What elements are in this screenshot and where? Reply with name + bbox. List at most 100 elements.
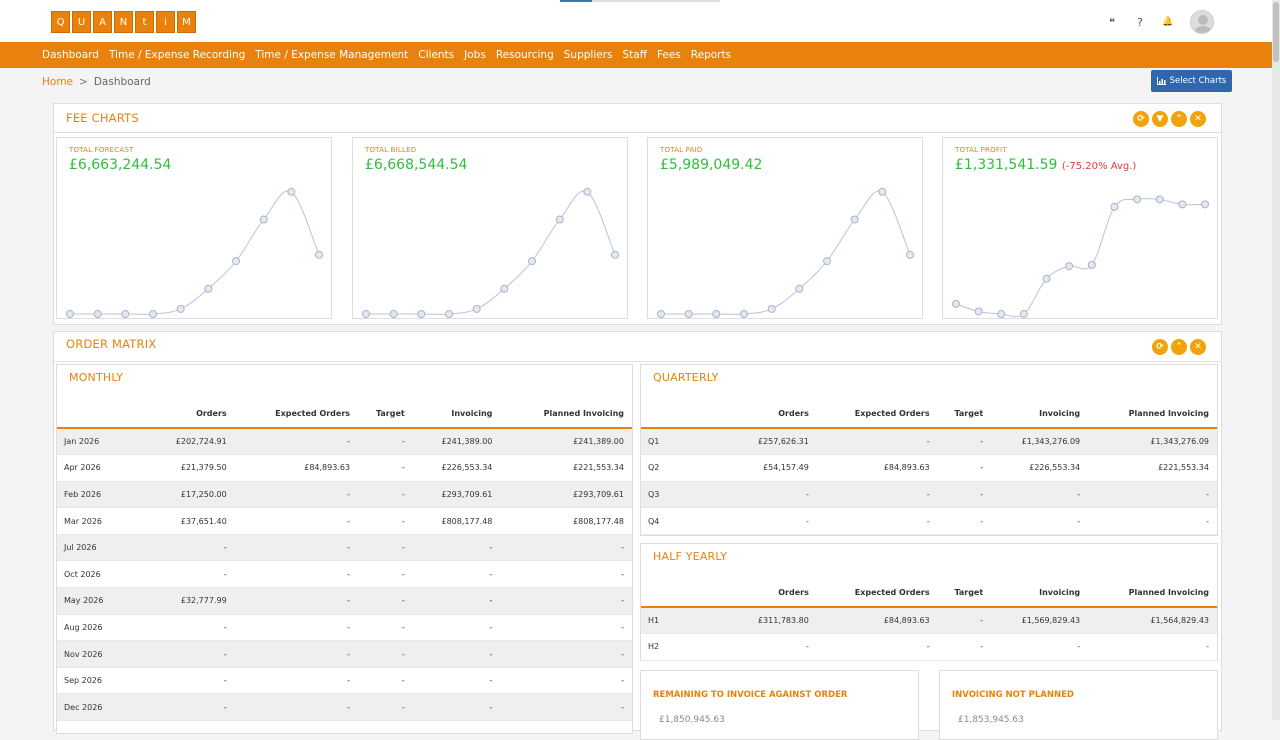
nav-item-dashboard[interactable]: Dashboard <box>42 49 99 61</box>
data-point[interactable] <box>315 250 323 259</box>
column-header[interactable]: Invoicing <box>1039 588 1081 597</box>
column-header[interactable]: Target <box>375 409 405 418</box>
column-header[interactable] <box>641 390 731 428</box>
data-point[interactable] <box>232 257 240 266</box>
table-row[interactable]: Q4 - - - - - <box>641 508 1217 535</box>
data-point[interactable] <box>445 310 453 318</box>
data-point[interactable] <box>952 299 960 308</box>
data-point[interactable] <box>66 310 74 318</box>
data-point[interactable] <box>583 187 592 196</box>
data-point[interactable] <box>1133 195 1142 204</box>
refresh-icon[interactable]: ⟳ <box>1152 339 1168 355</box>
close-icon[interactable]: ✕ <box>1190 111 1206 127</box>
refresh-icon[interactable]: ⟳ <box>1133 111 1149 127</box>
data-point[interactable] <box>906 250 914 259</box>
filter-icon[interactable]: ▼ <box>1152 111 1168 127</box>
data-point[interactable] <box>500 284 509 293</box>
data-point[interactable] <box>1042 274 1051 283</box>
column-header[interactable]: Orders <box>778 588 809 597</box>
data-point[interactable] <box>795 284 804 293</box>
nav-item-time-expense-management[interactable]: Time / Expense Management <box>255 49 409 61</box>
data-point[interactable] <box>878 187 887 196</box>
data-point[interactable] <box>850 215 859 224</box>
table-row[interactable]: H1 £311,783.80 £84,893.63 - £1,569,829.43 £1,… <box>641 607 1217 634</box>
data-point[interactable] <box>472 304 481 313</box>
table-row[interactable]: Dec 2026 - - - - - <box>57 693 632 721</box>
data-point[interactable] <box>823 257 831 266</box>
data-point[interactable] <box>176 304 185 313</box>
data-point[interactable] <box>1201 200 1209 209</box>
data-point[interactable] <box>657 310 665 318</box>
table-row[interactable]: Apr 2026 £21,379.50 £84,893.63 - £226,553.34… <box>57 455 632 482</box>
data-point[interactable] <box>555 215 564 224</box>
data-point[interactable] <box>362 310 370 318</box>
column-header[interactable]: Expected Orders <box>854 409 930 418</box>
nav-item-fees[interactable]: Fees <box>656 49 681 61</box>
nav-item-clients[interactable]: Clients <box>418 49 455 61</box>
nav-item-resourcing[interactable]: Resourcing <box>495 49 554 61</box>
help-icon[interactable]: ? <box>1137 15 1143 29</box>
collapse-icon[interactable]: ⌃ <box>1171 111 1187 127</box>
data-point[interactable] <box>1087 260 1096 269</box>
quote-icon[interactable]: ❝ <box>1109 15 1115 29</box>
page-scrollbar[interactable] <box>1272 0 1280 720</box>
column-header[interactable]: Orders <box>778 409 809 418</box>
breadcrumb-home[interactable]: Home <box>42 76 74 88</box>
nav-item-staff[interactable]: Staff <box>622 49 647 61</box>
column-header[interactable]: Expected Orders <box>854 588 930 597</box>
column-header[interactable]: Planned Invoicing <box>1128 588 1209 597</box>
data-point[interactable] <box>1110 202 1119 211</box>
data-point[interactable] <box>93 310 102 318</box>
select-charts-button[interactable]: Select Charts <box>1151 70 1232 92</box>
column-header[interactable]: Invoicing <box>451 409 493 418</box>
nav-item-jobs[interactable]: Jobs <box>464 49 486 61</box>
data-point[interactable] <box>740 310 748 318</box>
data-point[interactable] <box>1178 200 1187 209</box>
nav-item-reports[interactable]: Reports <box>690 49 732 61</box>
table-row[interactable]: Aug 2026 - - - - - <box>57 614 632 641</box>
column-header[interactable]: Planned Invoicing <box>1128 409 1209 418</box>
collapse-icon[interactable]: ⌃ <box>1171 339 1187 355</box>
table-row[interactable]: H2 - - - - - <box>641 634 1217 661</box>
close-icon[interactable]: ✕ <box>1190 339 1206 355</box>
data-point[interactable] <box>1019 310 1028 318</box>
data-point[interactable] <box>528 257 536 266</box>
data-point[interactable] <box>712 310 721 318</box>
data-point[interactable] <box>767 304 776 313</box>
table-row[interactable]: Jan 2026 £202,724.91 - - £241,389.00 £241,389… <box>57 428 632 455</box>
data-point[interactable] <box>259 215 268 224</box>
avatar[interactable] <box>1190 10 1214 34</box>
data-point[interactable] <box>389 310 398 318</box>
table-row[interactable]: Q3 - - - - - <box>641 481 1217 508</box>
column-header[interactable]: Target <box>954 409 984 418</box>
table-row[interactable]: Jul 2026 - - - - - <box>57 534 632 561</box>
table-row[interactable]: Sep 2026 - - - - - <box>57 667 632 694</box>
table-row[interactable]: Q1 £257,626.31 - - £1,343,276.09 £1,343,276.0… <box>641 428 1217 455</box>
data-point[interactable] <box>121 310 130 318</box>
column-header[interactable] <box>57 390 147 428</box>
column-header[interactable]: Expected Orders <box>275 409 351 418</box>
data-point[interactable] <box>974 307 983 316</box>
data-point[interactable] <box>417 310 426 318</box>
column-header[interactable]: Target <box>954 588 984 597</box>
table-row[interactable]: May 2026 £32,777.99 - - - - <box>57 587 632 615</box>
data-point[interactable] <box>149 310 157 318</box>
bell-icon[interactable]: 🔔 <box>1162 17 1174 27</box>
nav-item-suppliers[interactable]: Suppliers <box>563 49 613 61</box>
column-header[interactable]: Planned Invoicing <box>543 409 624 418</box>
data-point[interactable] <box>287 187 296 196</box>
table-row[interactable]: Feb 2026 £17,250.00 - - £293,709.61 £293,709.… <box>57 481 632 508</box>
data-point[interactable] <box>997 310 1006 318</box>
column-header[interactable]: Invoicing <box>1039 409 1081 418</box>
table-row[interactable]: Mar 2026 £37,651.40 - - £808,177.48 £808,177.… <box>57 508 632 535</box>
column-header[interactable]: Orders <box>196 409 227 418</box>
table-row[interactable]: Nov 2026 - - - - - <box>57 640 632 668</box>
data-point[interactable] <box>1065 262 1074 271</box>
data-point[interactable] <box>684 310 693 318</box>
data-point[interactable] <box>611 250 619 259</box>
table-row[interactable]: Q2 £54,157.49 £84,893.63 - £226,553.34 £221,5… <box>641 455 1217 482</box>
table-row[interactable]: Oct 2026 - - - - - <box>57 561 632 588</box>
nav-item-time-expense-recording[interactable]: Time / Expense Recording <box>108 49 246 61</box>
column-header[interactable] <box>641 569 731 607</box>
